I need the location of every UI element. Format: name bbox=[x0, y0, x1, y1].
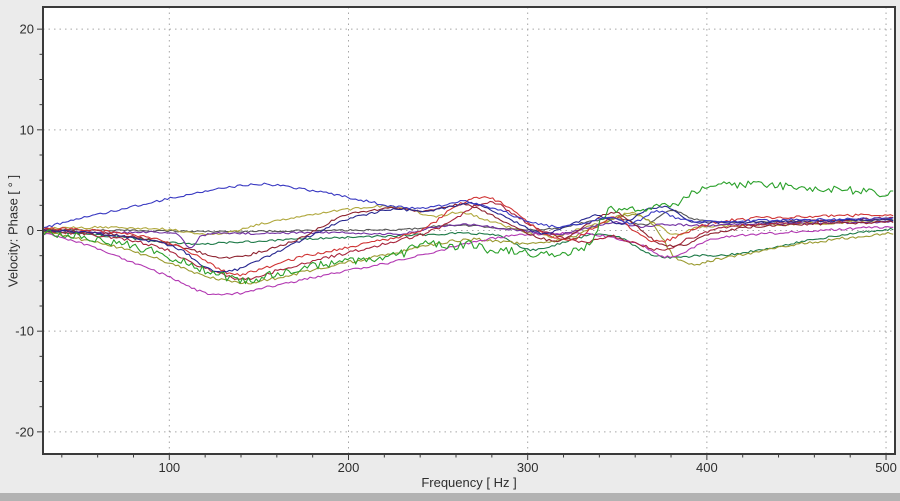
x-tick-label: 300 bbox=[517, 460, 539, 475]
series-olive bbox=[43, 213, 894, 285]
series-maroon bbox=[43, 203, 894, 259]
y-tick-label: -20 bbox=[15, 424, 34, 439]
series-crimson bbox=[43, 200, 894, 281]
series-purple bbox=[43, 220, 894, 249]
y-tick-label: -10 bbox=[15, 324, 34, 339]
series-blue bbox=[43, 182, 894, 229]
y-axis-title: Velocity: Phase [ ° ] bbox=[5, 174, 21, 288]
window-bottom-strip bbox=[0, 493, 900, 501]
x-tick-label: 100 bbox=[158, 460, 180, 475]
x-tick-label: 500 bbox=[875, 460, 897, 475]
series-green bbox=[43, 180, 894, 285]
y-tick-label: 0 bbox=[27, 223, 34, 238]
series-magenta bbox=[43, 226, 894, 296]
y-tick-label: 20 bbox=[20, 22, 34, 37]
x-axis-title: Frequency [ Hz ] bbox=[421, 475, 517, 490]
y-tick-label: 10 bbox=[20, 122, 34, 137]
series-red bbox=[43, 196, 894, 277]
x-tick-label: 200 bbox=[338, 460, 360, 475]
plot-frame bbox=[42, 6, 896, 455]
x-tick-label: 400 bbox=[696, 460, 718, 475]
